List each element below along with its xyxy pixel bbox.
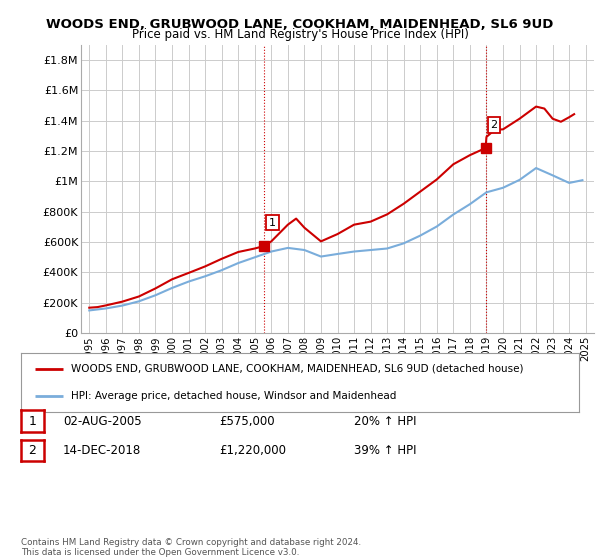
Text: Contains HM Land Registry data © Crown copyright and database right 2024.
This d: Contains HM Land Registry data © Crown c… (21, 538, 361, 557)
Text: HPI: Average price, detached house, Windsor and Maidenhead: HPI: Average price, detached house, Wind… (71, 391, 397, 401)
Text: 20% ↑ HPI: 20% ↑ HPI (354, 414, 416, 428)
Text: WOODS END, GRUBWOOD LANE, COOKHAM, MAIDENHEAD, SL6 9UD (detached house): WOODS END, GRUBWOOD LANE, COOKHAM, MAIDE… (71, 363, 524, 374)
Text: WOODS END, GRUBWOOD LANE, COOKHAM, MAIDENHEAD, SL6 9UD: WOODS END, GRUBWOOD LANE, COOKHAM, MAIDE… (46, 18, 554, 31)
Text: £575,000: £575,000 (219, 414, 275, 428)
Text: Price paid vs. HM Land Registry's House Price Index (HPI): Price paid vs. HM Land Registry's House … (131, 28, 469, 41)
Text: 2: 2 (28, 444, 37, 458)
Text: 1: 1 (28, 414, 37, 428)
Text: 2: 2 (490, 120, 497, 130)
Text: 14-DEC-2018: 14-DEC-2018 (63, 444, 141, 458)
Text: 02-AUG-2005: 02-AUG-2005 (63, 414, 142, 428)
Text: 1: 1 (269, 218, 276, 228)
Text: 39% ↑ HPI: 39% ↑ HPI (354, 444, 416, 458)
Text: £1,220,000: £1,220,000 (219, 444, 286, 458)
